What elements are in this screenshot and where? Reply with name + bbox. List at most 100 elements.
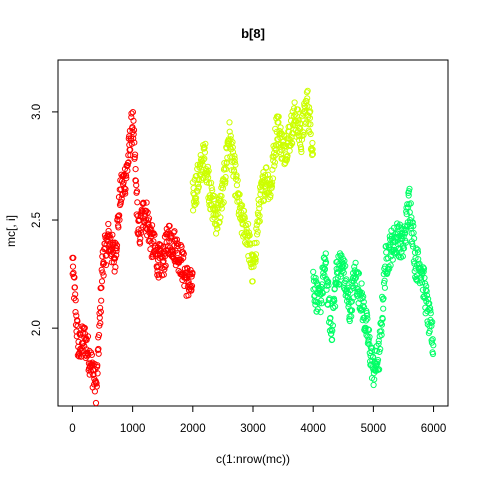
data-point [103,261,110,269]
data-point [342,262,349,270]
data-point [219,185,226,192]
data-point [307,108,314,115]
data-point [218,193,225,200]
data-point [144,209,151,216]
data-point [193,199,200,206]
data-point [111,268,118,275]
data-point [351,263,358,270]
data-point [205,167,212,174]
data-point [326,327,333,334]
data-point [289,140,296,147]
data-point [271,162,278,169]
data-point [252,251,260,258]
data-point [429,336,436,343]
data-point [380,295,387,302]
data-point [402,239,409,246]
data-point [193,195,200,202]
data-point [185,278,192,285]
data-point [379,293,386,300]
data-point [283,156,290,163]
data-point [374,356,382,364]
data-point [343,276,350,283]
data-point [405,192,412,199]
data-point [378,331,385,339]
data-point [211,192,218,200]
data-point [364,315,371,322]
data-point [389,256,396,263]
data-point [428,322,435,329]
data-point [188,282,196,290]
data-point [295,117,302,124]
data-point [180,250,187,257]
data-point [253,239,260,246]
data-point [375,340,382,347]
y-axis-label: mc[, i] [4,215,18,247]
data-point [119,190,126,197]
data-point [331,297,338,304]
data-point [194,180,202,187]
data-point [397,241,404,248]
data-point [429,319,436,326]
data-point [100,272,107,279]
data-point [69,263,77,270]
data-point [161,266,168,273]
data-point [143,199,150,206]
data-point [256,218,263,225]
data-point [113,245,120,252]
data-point [212,211,219,218]
data-point [227,132,234,139]
data-point [423,288,430,295]
data-point [290,105,298,112]
data-point [328,326,335,333]
data-point [370,370,377,377]
data-point [220,199,227,206]
data-point [325,278,332,285]
data-point [238,217,245,224]
data-point [409,243,417,250]
data-point [125,159,132,166]
data-point [260,196,267,203]
data-point [134,199,141,206]
data-point [277,124,284,131]
data-point [401,223,408,230]
data-point [399,253,406,260]
data-point [116,216,123,223]
data-point [251,257,258,264]
data-point [245,229,252,236]
data-point [426,300,433,307]
data-point [72,297,79,304]
data-point [216,218,223,225]
data-point [128,110,135,117]
data-point [217,214,224,221]
data-point [427,307,434,314]
x-tick-label: 4000 [300,423,326,435]
data-point [137,235,144,242]
data-point [180,254,187,262]
data-point [245,220,252,228]
data-point [322,250,329,257]
chart-title: b[8] [241,26,265,41]
data-point [81,324,88,332]
data-point [365,326,372,333]
data-point [124,162,131,169]
data-point [241,215,248,222]
data-point [387,253,394,260]
data-point [321,266,328,273]
x-tick-label: 2000 [180,423,206,435]
data-point [381,284,388,291]
data-point [212,206,219,213]
data-point [115,224,122,231]
data-point [348,313,355,320]
data-point [153,247,160,254]
data-point [200,156,207,163]
data-point [381,277,388,284]
data-point [188,273,195,280]
data-point [231,155,238,162]
data-point [203,167,210,174]
data-point [162,262,169,269]
data-point [131,154,138,161]
y-tick-label: 2.0 [31,320,43,336]
data-point [365,326,373,334]
data-point [310,268,317,275]
